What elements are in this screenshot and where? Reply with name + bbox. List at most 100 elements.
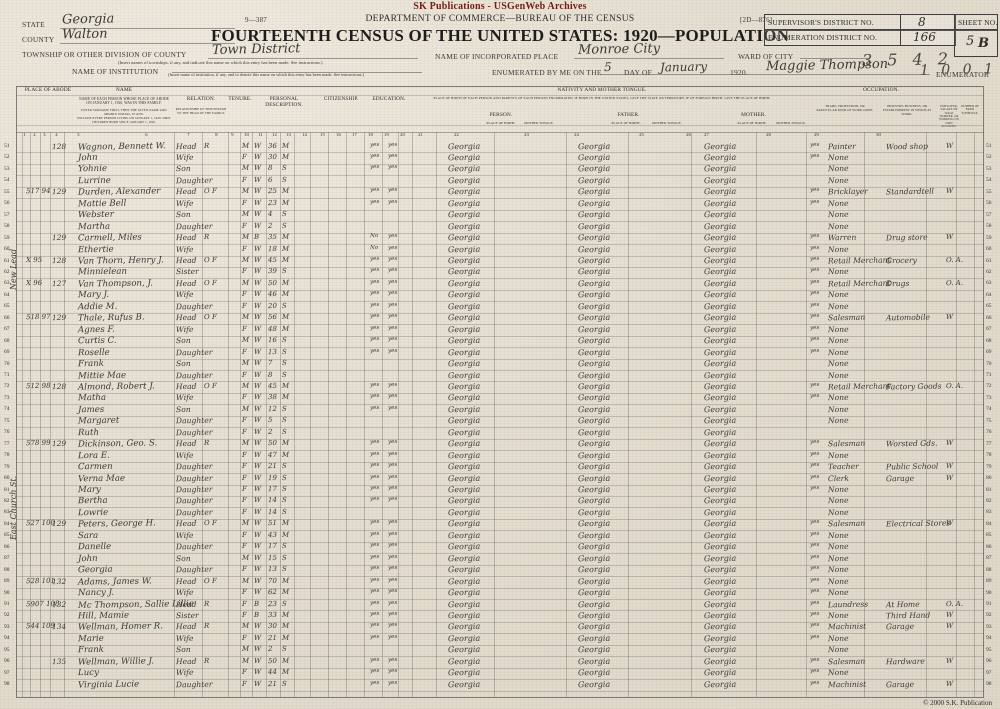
col-caption-mothertongue-person: Mother tongue. bbox=[524, 121, 554, 125]
line-number: 66 bbox=[4, 314, 10, 321]
cell-birthplace-mother: Georgia bbox=[703, 427, 737, 438]
cell-relation: Sister bbox=[175, 267, 199, 277]
line-number: 70 bbox=[4, 360, 10, 367]
cell-birthplace-person: Georgia bbox=[447, 221, 481, 231]
cell-speaks-english: yes bbox=[809, 439, 820, 446]
table-row[interactable]: 54 54 Lurrine Daughter F W 6 S Georgia Georgia Geo… bbox=[4, 175, 992, 187]
table-row[interactable]: 60 60 Ethertie Wife F W 18 M No yes Georgia Georgia… bbox=[4, 244, 992, 255]
cell-relation: Daughter bbox=[175, 564, 213, 575]
row-rule bbox=[16, 587, 984, 589]
cell-tenure: O F bbox=[203, 313, 217, 322]
cell-occupation: Retail Merchant bbox=[827, 255, 891, 266]
row-rule bbox=[16, 415, 984, 417]
cell-birthplace-mother: Georgia bbox=[703, 324, 737, 334]
cell-occupation: Salesman bbox=[827, 519, 866, 529]
group-header-occupation: OCCUPATION. bbox=[862, 86, 900, 93]
cell-birthplace-mother: Georgia bbox=[703, 541, 737, 552]
cell-speaks-english: yes bbox=[809, 347, 820, 354]
cell-occupation: None bbox=[827, 530, 849, 540]
cell-name: Margaret bbox=[77, 415, 120, 427]
col-caption-name: NAME of each person whose place of abode… bbox=[79, 97, 169, 106]
table-row[interactable]: 70 70 Frank Son M W 7 S Georgia Georgia Georgia Non… bbox=[4, 359, 992, 370]
row-rule bbox=[16, 610, 984, 612]
table-row[interactable]: 91 91 5907 108 132 Mc Thompson, Sallie Lilli… bbox=[4, 599, 992, 611]
line-number: 58 bbox=[4, 223, 10, 230]
table-row[interactable]: 59 59 129 Carmell, Miles Head R M B 35 M No yes Geor… bbox=[4, 232, 992, 244]
cell-dwelling-number: 528 101 bbox=[25, 576, 56, 585]
table-row[interactable]: 57 57 Webster Son M W 4 S Georgia Georgia Georgia N… bbox=[4, 209, 992, 221]
column-number: 13 bbox=[286, 132, 291, 137]
cell-speaks-english: yes bbox=[809, 381, 820, 389]
table-row[interactable]: 89 89 528 101 132 Adams, James W. Head O F M W 70… bbox=[4, 576, 992, 587]
cell-relation: Daughter bbox=[175, 370, 213, 380]
table-row[interactable]: 75 75 Margaret Daughter F W 5 S Georgia Georgia Ge… bbox=[4, 415, 992, 427]
table-row[interactable]: 71 71 Mittie Mae Daughter F W 8 S Georgia Georgia… bbox=[4, 370, 992, 381]
row-rule bbox=[16, 495, 984, 497]
cell-age: 14 bbox=[267, 496, 277, 505]
line-number: 85 bbox=[4, 532, 10, 539]
table-row[interactable]: 95 95 Frank Son M W 2 S Georgia Georgia Georgia Non… bbox=[4, 645, 992, 656]
cell-sex: F bbox=[241, 290, 247, 299]
cell-age: 45 bbox=[267, 381, 277, 391]
column-number: 2 bbox=[33, 132, 36, 137]
table-row[interactable]: 77 77 578 99 129 Dickinson, Geo. S. Head R M W 50… bbox=[4, 439, 992, 450]
cell-birthplace-mother: Georgia bbox=[703, 484, 737, 495]
cell-tenure: O F bbox=[203, 519, 217, 528]
cell-name: Carmell, Miles bbox=[77, 232, 142, 244]
table-row[interactable]: 83 83 Lowrie Daughter F W 14 S Georgia Georgia Geo… bbox=[4, 507, 992, 519]
cell-marital-status: M bbox=[281, 233, 290, 242]
cell-relation: Son bbox=[175, 336, 191, 346]
cell-can-write: yes bbox=[387, 187, 398, 194]
table-row[interactable]: 93 93 544 109 134 Wellman, Homer R. Head R M W 30… bbox=[4, 622, 992, 633]
row-rule bbox=[16, 438, 984, 440]
cell-marital-status: S bbox=[281, 221, 287, 230]
cell-can-read: yes bbox=[369, 347, 380, 354]
state-value: Georgia bbox=[61, 11, 115, 28]
column-number: 28 bbox=[766, 132, 771, 137]
col-caption-occupation-industry: Industry, business, or establishment in … bbox=[882, 104, 932, 116]
line-number: 86 bbox=[986, 543, 992, 550]
cell-name: Webster bbox=[77, 209, 114, 221]
cell-speaks-english: yes bbox=[809, 313, 820, 320]
table-row[interactable]: 76 76 Ruth Daughter F W 2 S Georgia Georgia Georgi… bbox=[4, 427, 992, 438]
cell-speaks-english: yes bbox=[809, 610, 820, 618]
cell-occupation: None bbox=[827, 152, 849, 163]
cell-age: 70 bbox=[267, 576, 277, 585]
table-row[interactable]: 66 66 518 97 129 Thale, Rufus B. Head O F M W 56 M… bbox=[4, 313, 992, 324]
table-row[interactable]: 58 58 Martha Daughter F W 2 S Georgia Georgia Geor… bbox=[4, 221, 992, 232]
institution-note: (Insert name of institution, if any, and… bbox=[168, 72, 365, 77]
cell-age: 20 bbox=[267, 301, 277, 310]
